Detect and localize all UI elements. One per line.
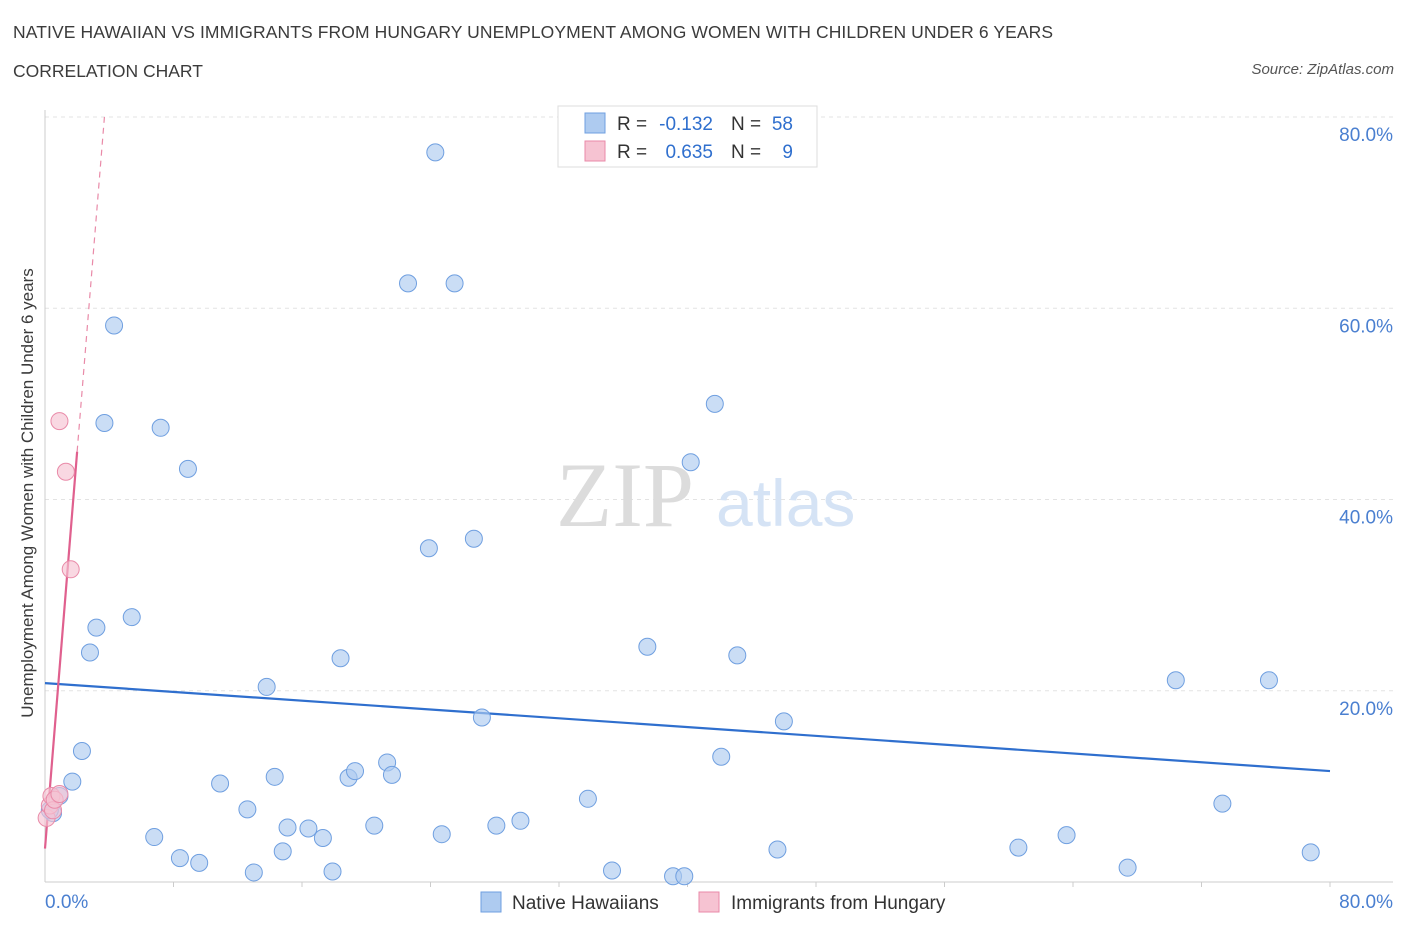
point-native-hawaiians-27 (365, 816, 384, 835)
point-native-hawaiians-46 (712, 747, 731, 766)
stats-swatch-pink (584, 140, 606, 162)
point-native-hawaiians-36 (472, 708, 491, 727)
stats-r-value-2: 0.635 (665, 142, 713, 163)
y-tick-labels: 20.0% 40.0% 60.0% 80.0% (1339, 125, 1393, 720)
legend-label-native-hawaiians: Native Hawaiians (512, 893, 659, 914)
point-native-hawaiians-51 (1057, 826, 1076, 845)
stats-r-value-1: -0.132 (659, 114, 713, 135)
point-native-hawaiians-3 (72, 741, 91, 760)
point-native-hawaiians-44 (681, 453, 700, 472)
point-immigrants-hungary-8 (61, 560, 80, 579)
watermark-zip: ZIP (556, 444, 694, 546)
point-native-hawaiians-37 (487, 816, 506, 835)
point-immigrants-hungary-6 (50, 412, 69, 431)
point-native-hawaiians-22 (313, 829, 332, 848)
x-tick-label-min: 0.0% (45, 892, 88, 913)
point-native-hawaiians-21 (299, 819, 318, 838)
point-native-hawaiians-14 (211, 774, 230, 793)
point-native-hawaiians-29 (382, 765, 401, 784)
point-native-hawaiians-18 (265, 767, 284, 786)
stats-r-label-1: R = (617, 114, 647, 135)
point-native-hawaiians-34 (445, 274, 464, 293)
point-native-hawaiians-41 (638, 637, 657, 656)
trend-line-immigrants-hungary (43, 451, 79, 849)
y-tick-label-40: 40.0% (1339, 508, 1393, 529)
point-native-hawaiians-8 (122, 608, 141, 627)
legend-label-immigrants-hungary: Immigrants from Hungary (731, 893, 946, 914)
y-tick-label-60: 60.0% (1339, 316, 1393, 337)
y-axis-label: Unemployment Among Women with Children U… (18, 268, 37, 717)
y-tick-label-80: 80.0% (1339, 125, 1393, 146)
point-native-hawaiians-39 (578, 789, 597, 808)
axes (44, 110, 1393, 887)
point-native-hawaiians-12 (178, 459, 197, 478)
point-immigrants-hungary-5 (50, 785, 69, 804)
point-native-hawaiians-31 (419, 539, 438, 558)
legend-swatch-immigrants-hungary (698, 891, 720, 913)
point-native-hawaiians-55 (1259, 671, 1278, 690)
point-native-hawaiians-24 (331, 649, 350, 668)
point-native-hawaiians-15 (238, 800, 257, 819)
point-native-hawaiians-53 (1166, 671, 1185, 690)
point-native-hawaiians-26 (346, 762, 365, 781)
point-native-hawaiians-16 (244, 863, 263, 882)
stats-legend: R = -0.132 N = 58 R = 0.635 N = 9 (557, 105, 818, 168)
trend-line-native-hawaiians (44, 682, 1331, 773)
point-native-hawaiians-10 (151, 418, 170, 437)
point-native-hawaiians-35 (464, 529, 483, 548)
point-native-hawaiians-45 (705, 394, 724, 413)
point-native-hawaiians-30 (399, 274, 418, 293)
chart-subtitle: CORRELATION CHART (13, 61, 203, 81)
point-native-hawaiians-49 (774, 712, 793, 731)
point-native-hawaiians-6 (95, 414, 114, 432)
stats-n-label-2: N = (731, 142, 761, 163)
point-native-hawaiians-7 (105, 316, 124, 335)
legend-swatch-native-hawaiians (480, 891, 502, 913)
point-native-hawaiians-19 (273, 842, 292, 861)
x-tick-labels: 0.0% 80.0% (45, 892, 1393, 913)
point-native-hawaiians-23 (323, 862, 342, 881)
stats-n-label-1: N = (731, 114, 761, 135)
stats-r-label-2: R = (617, 142, 647, 163)
point-immigrants-hungary-7 (56, 462, 75, 481)
point-native-hawaiians-33 (432, 825, 451, 844)
point-native-hawaiians-48 (768, 840, 787, 859)
point-native-hawaiians-20 (278, 818, 297, 837)
point-native-hawaiians-2 (63, 772, 82, 791)
point-native-hawaiians-43 (675, 867, 694, 886)
point-native-hawaiians-5 (87, 618, 106, 637)
point-native-hawaiians-54 (1213, 794, 1232, 813)
y-tick-label-20: 20.0% (1339, 699, 1393, 720)
point-native-hawaiians-40 (603, 861, 622, 880)
point-native-hawaiians-47 (728, 646, 747, 665)
point-native-hawaiians-17 (257, 677, 276, 696)
source-credit: Source: ZipAtlas.com (1251, 61, 1394, 78)
point-native-hawaiians-50 (1009, 838, 1028, 857)
stats-n-value-1: 58 (772, 114, 793, 135)
point-native-hawaiians-4 (80, 643, 99, 662)
point-native-hawaiians-32 (426, 143, 445, 162)
trend-line-immigrants-hungary-extension (76, 116, 106, 452)
data-points (37, 143, 1320, 886)
series-legend: Native Hawaiians Immigrants from Hungary (480, 891, 946, 914)
trend-lines (43, 116, 1331, 849)
watermark: ZIP atlas (556, 444, 855, 546)
watermark-atlas: atlas (716, 466, 855, 540)
point-native-hawaiians-11 (170, 849, 189, 868)
point-native-hawaiians-56 (1301, 843, 1320, 862)
point-native-hawaiians-52 (1118, 858, 1137, 877)
stats-swatch-blue (584, 112, 606, 134)
x-tick-label-max: 80.0% (1339, 892, 1393, 913)
point-native-hawaiians-38 (511, 811, 530, 830)
chart-title: NATIVE HAWAIIAN VS IMMIGRANTS FROM HUNGA… (13, 22, 1054, 42)
stats-n-value-2: 9 (782, 142, 793, 163)
point-native-hawaiians-13 (190, 853, 209, 872)
point-native-hawaiians-9 (145, 828, 164, 847)
